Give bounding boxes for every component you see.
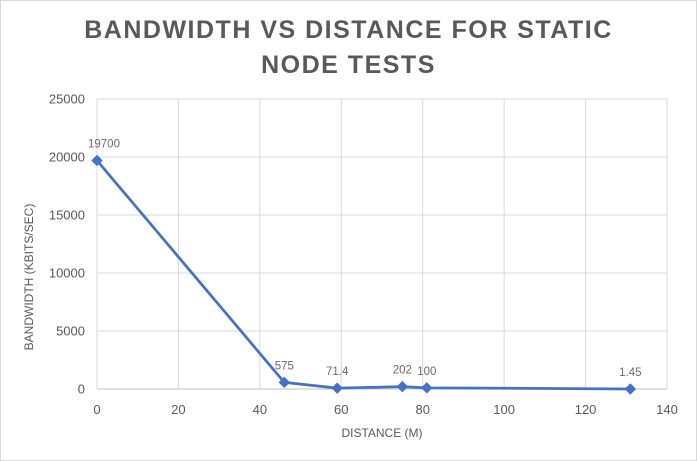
data-label: 1.45 xyxy=(619,367,641,379)
chart-title: BANDWIDTH VS DISTANCE FOR STATIC NODE TE… xyxy=(1,13,696,83)
x-tick-label: 0 xyxy=(93,402,100,417)
y-axis-title: BANDWIDTH (KBITS/SEC) xyxy=(22,204,36,351)
x-tick-label: 100 xyxy=(493,402,515,417)
x-tick-label: 20 xyxy=(171,402,185,417)
x-tick-label: 120 xyxy=(575,402,597,417)
y-tick-label: 20000 xyxy=(49,150,85,165)
data-point-marker xyxy=(421,382,433,394)
data-label: 202 xyxy=(393,365,412,377)
data-label: 100 xyxy=(417,366,436,378)
x-axis-title: DISTANCE (M) xyxy=(341,426,422,440)
x-tick-label: 40 xyxy=(253,402,267,417)
data-point-marker xyxy=(278,376,290,389)
y-tick-label: 5000 xyxy=(56,324,85,339)
y-tick-label: 10000 xyxy=(49,266,85,281)
data-labels: 19700 575 71.4 202 100 1.45 xyxy=(88,138,642,379)
x-tick-label: 140 xyxy=(656,402,678,417)
axes xyxy=(96,99,667,390)
y-tick-label: 0 xyxy=(78,382,85,397)
series xyxy=(91,154,637,395)
data-point-marker xyxy=(396,380,409,393)
data-point-marker xyxy=(91,154,103,167)
data-label: 19700 xyxy=(88,138,120,150)
chart-title-line-1: BANDWIDTH VS DISTANCE FOR STATIC xyxy=(84,16,613,44)
tick-labels: 0 5000 10000 15000 20000 25000 0 20 40 60 80 100 120… xyxy=(49,92,678,418)
data-label: 71.4 xyxy=(326,366,349,378)
data-point-marker xyxy=(624,383,637,395)
y-tick-label: 25000 xyxy=(49,92,85,107)
data-label: 575 xyxy=(275,360,294,372)
x-tick-label: 80 xyxy=(415,402,429,417)
chart-title-line-2: NODE TESTS xyxy=(261,51,436,79)
series-line xyxy=(95,159,632,391)
y-tick-label: 15000 xyxy=(49,208,85,223)
data-point-marker xyxy=(331,382,343,394)
gridlines xyxy=(97,98,668,389)
x-tick-label: 60 xyxy=(334,402,348,417)
